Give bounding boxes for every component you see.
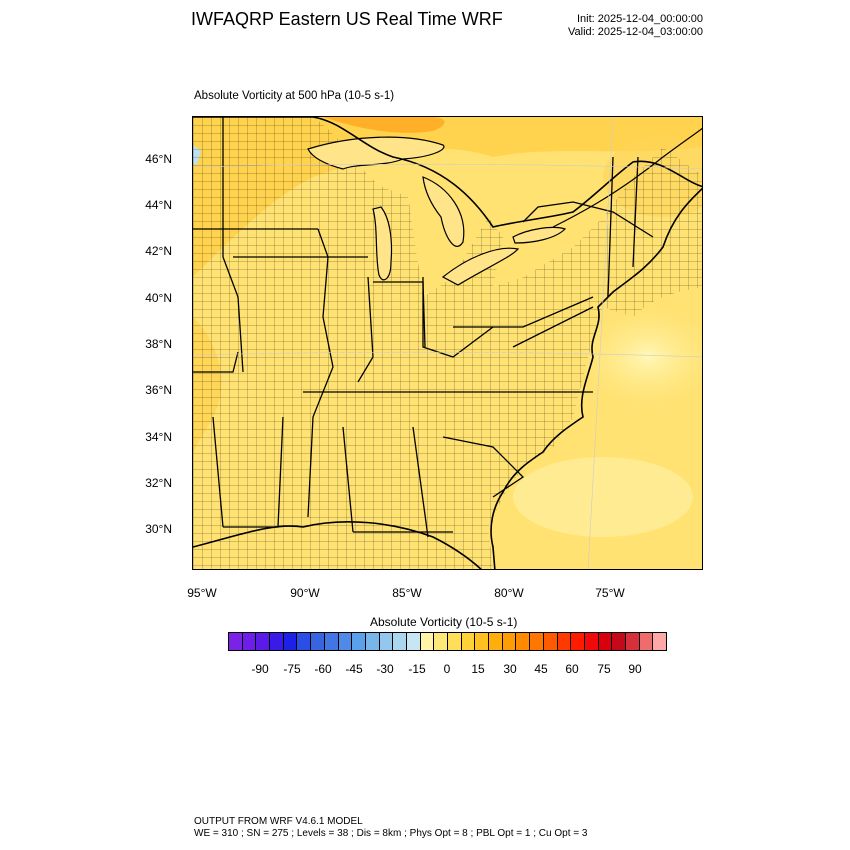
colorbar-swatch [311, 633, 325, 650]
colorbar-swatch [475, 633, 490, 650]
footer-model-line: OUTPUT FROM WRF V4.6.1 MODEL [194, 816, 363, 827]
colorbar-swatch [283, 633, 298, 650]
colorbar-swatch [297, 633, 312, 650]
lat-label-32: 32°N [145, 476, 172, 490]
lake-erie [441, 247, 520, 286]
canada-border [193, 117, 702, 228]
lake-superior [307, 136, 445, 170]
colorbar-swatch [270, 633, 284, 650]
init-valid-times: Init: 2025-12-04_00:00:00 Valid: 2025-12… [520, 13, 703, 39]
lake-huron [422, 176, 465, 247]
gulf-coastline [193, 521, 482, 569]
field-max-north [323, 117, 445, 133]
colorbar-swatch [571, 633, 585, 650]
colorbar-swatch [406, 633, 421, 650]
lat-label-36: 36°N [145, 383, 172, 397]
lat-label-30: 30°N [145, 522, 172, 536]
colorbar-swatch [516, 633, 531, 650]
graticule [193, 117, 702, 569]
colorbar-swatch [324, 633, 339, 650]
colorbar-tick: -90 [251, 662, 269, 676]
field-light-south [513, 457, 693, 537]
colorbar-swatch [502, 633, 517, 650]
colorbar-swatch [584, 633, 599, 650]
plot-field-title: Absolute Vorticity at 500 hPa (10-5 s-1) [194, 90, 395, 102]
colorbar-swatch [598, 633, 613, 650]
colorbar-swatch [612, 633, 626, 650]
colorbar-tick: -45 [345, 662, 363, 676]
atlantic-coastline [490, 187, 702, 569]
lat-label-44: 44°N [145, 198, 172, 212]
lat-label-34: 34°N [145, 430, 172, 444]
colorbar-tick: 15 [471, 662, 485, 676]
colorbar-swatch [448, 633, 462, 650]
colorbar-swatch [379, 633, 394, 650]
colorbar-tick: 45 [534, 662, 548, 676]
colorbar-swatch [338, 633, 353, 650]
colorbar-tick: 30 [503, 662, 517, 676]
footer-config-line: WE = 310 ; SN = 275 ; Levels = 38 ; Dis … [194, 828, 588, 839]
colorbar-tick: 75 [597, 662, 611, 676]
colorbar-title: Absolute Vorticity (10-5 s-1) [370, 615, 518, 629]
colorbar-tick: -60 [314, 662, 332, 676]
lon-label-90: 90°W [290, 586, 320, 600]
lat-label-38: 38°N [145, 337, 172, 351]
lat-label-46: 46°N [145, 152, 172, 166]
valid-time: Valid: 2025-12-04_03:00:00 [568, 26, 703, 38]
colorbar-swatch [489, 633, 503, 650]
colorbar-tick: 0 [443, 662, 451, 676]
st-lawrence [552, 127, 702, 228]
map-panel [192, 116, 703, 570]
lon-label-80: 80°W [494, 586, 524, 600]
county-mesh [193, 117, 702, 569]
colorbar-swatch [229, 633, 243, 650]
colorbar-swatch [420, 633, 435, 650]
init-time: Init: 2025-12-04_00:00:00 [577, 13, 703, 25]
lake-ontario [512, 226, 567, 244]
model-info-footer: OUTPUT FROM WRF V4.6.1 MODEL WE = 310 ; … [194, 816, 587, 840]
colorbar-swatch [543, 633, 558, 650]
lake-michigan [372, 206, 393, 281]
colorbar-swatch [242, 633, 257, 650]
lon-label-85: 85°W [392, 586, 422, 600]
colorbar-swatch [530, 633, 544, 650]
lon-label-95: 95°W [187, 586, 217, 600]
vorticity-map [193, 117, 702, 569]
lat-label-42: 42°N [145, 244, 172, 258]
lat-label-40: 40°N [145, 291, 172, 305]
colorbar-swatch [639, 633, 654, 650]
colorbar-swatch [653, 633, 666, 650]
colorbar-swatch [461, 633, 476, 650]
lon-label-75: 75°W [595, 586, 625, 600]
colorbar-swatch [557, 633, 572, 650]
colorbar-swatch [393, 633, 407, 650]
colorbar-swatch [365, 633, 380, 650]
colorbar-tick: 90 [628, 662, 642, 676]
colorbar-tick: 60 [565, 662, 579, 676]
colorbar-swatch [352, 633, 366, 650]
colorbar-swatch [625, 633, 640, 650]
colorbar-tick: -15 [408, 662, 426, 676]
main-title: IWFAQRP Eastern US Real Time WRF [191, 9, 503, 29]
colorbar [228, 632, 667, 651]
colorbar-tick: -30 [376, 662, 394, 676]
field-light-atlantic [578, 307, 702, 407]
colorbar-swatch [434, 633, 448, 650]
colorbar-swatch [256, 633, 271, 650]
colorbar-tick: -75 [283, 662, 301, 676]
